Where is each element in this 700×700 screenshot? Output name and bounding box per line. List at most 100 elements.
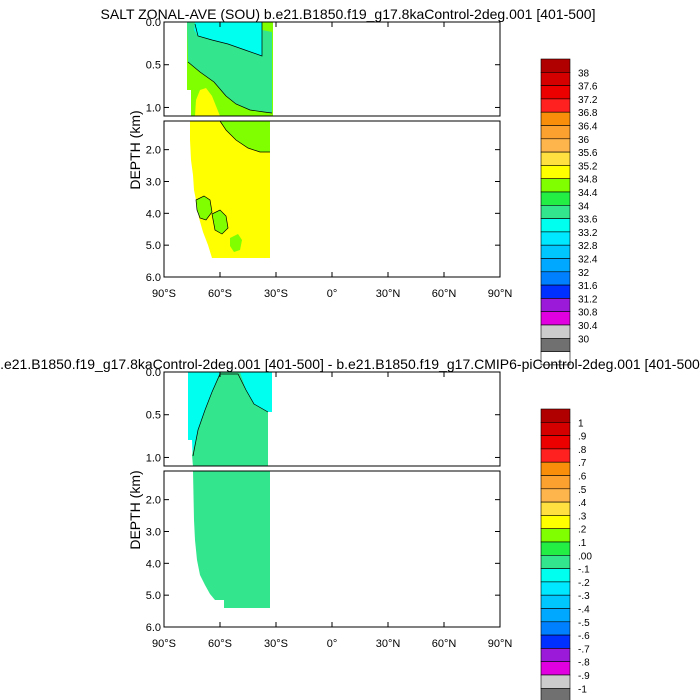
- x-tick-label: 90°S: [152, 288, 176, 300]
- y-tick-label: 0.0: [146, 17, 161, 29]
- y-tick-label: 1.0: [146, 102, 161, 114]
- y-tick-label: 0.0: [146, 367, 161, 379]
- colorbar-swatch: [540, 151, 571, 166]
- colorbar-swatch: [540, 284, 571, 299]
- panel-1-upper-field: [187, 22, 273, 116]
- colorbar-swatch: [540, 501, 571, 516]
- colorbar-label: 37.6: [578, 82, 598, 93]
- x-tick-label: 30°N: [376, 288, 401, 300]
- colorbar-label: 35.6: [578, 148, 598, 159]
- colorbar-label: .2: [578, 525, 587, 536]
- colorbar-swatch: [540, 178, 571, 193]
- colorbar-label: .9: [578, 432, 587, 443]
- colorbar-label: .8: [578, 445, 587, 456]
- colorbar-label: 36.4: [578, 122, 598, 133]
- colorbar-label: 32.8: [578, 241, 598, 252]
- p1-lower-contour-c: [211, 209, 229, 235]
- colorbar-label: -.1: [578, 565, 590, 576]
- panel-1-title: SALT ZONAL-AVE (SOU) b.e21.B1850.f19_g17…: [101, 6, 596, 22]
- colorbar-swatch: [540, 408, 571, 423]
- colorbar-swatch: [540, 311, 571, 326]
- colorbar-label: 36: [578, 135, 590, 146]
- colorbar-swatch: [540, 687, 571, 700]
- colorbar-swatch: [540, 98, 571, 113]
- x-tick-label: 0°: [327, 288, 338, 300]
- colorbar-swatch: [540, 554, 571, 569]
- colorbar-label: 34.4: [578, 188, 598, 199]
- colorbar-swatch: [540, 271, 571, 286]
- colorbar-label: 37.2: [578, 95, 598, 106]
- p1-upper-left-cut: [187, 90, 191, 116]
- colorbar-swatch: [540, 421, 571, 436]
- colorbar-swatch: [540, 231, 571, 246]
- p1-lower-green-patch-2: [212, 210, 228, 234]
- colorbar-swatch: [540, 581, 571, 596]
- colorbar-swatch: [540, 72, 571, 86]
- y-tick-label: 4.0: [146, 208, 161, 220]
- colorbar-swatch: [540, 568, 571, 583]
- y-tick-label: 5.0: [146, 590, 161, 602]
- y-tick-label: 2.0: [146, 145, 161, 157]
- y-tick-label: 0.5: [146, 410, 161, 422]
- colorbar-swatch: [540, 674, 571, 689]
- colorbar-label: .3: [578, 511, 587, 522]
- x-tick-label: 30°S: [264, 288, 288, 300]
- colorbar-label: 34: [578, 201, 590, 212]
- colorbar-swatch: [540, 475, 571, 490]
- colorbar-label: 32.4: [578, 255, 598, 266]
- panel-1-ylabel: DEPTH (km): [127, 110, 143, 189]
- x-tick-label: 90°N: [488, 638, 513, 650]
- panel-2-title: b.e21.B1850.f19_g17.8kaControl-2deg.001 …: [0, 356, 700, 372]
- y-tick-label: 3.0: [146, 526, 161, 538]
- colorbar-label: -.2: [578, 578, 590, 589]
- colorbar-swatch: [540, 515, 571, 530]
- panel-2-ylabel: DEPTH (km): [127, 470, 143, 549]
- colorbar-label: .4: [578, 498, 587, 509]
- colorbar-label: -.4: [578, 605, 590, 616]
- colorbar-label: .7: [578, 458, 587, 469]
- x-tick-label: 30°N: [376, 638, 401, 650]
- colorbar-label: 35.2: [578, 161, 598, 172]
- colorbar-swatch: [540, 58, 571, 73]
- colorbar-label: 38: [578, 68, 590, 79]
- colorbar-swatch: [540, 324, 571, 339]
- colorbar-swatch: [540, 85, 571, 100]
- p1-upper-contour-a: [194, 22, 263, 57]
- panel-2-upper-field: [188, 372, 272, 466]
- p1-lower-green-patch-3: [230, 234, 242, 252]
- colorbar-swatch: [540, 244, 571, 259]
- colorbar-label: -.8: [578, 658, 590, 669]
- panel-salinity: SALT ZONAL-AVE (SOU) b.e21.B1850.f19_g17…: [101, 6, 598, 366]
- x-tick-label: 0°: [327, 638, 338, 650]
- colorbar-swatch: [540, 111, 571, 126]
- y-tick-label: 3.0: [146, 176, 161, 188]
- p1-lower-contour-a: [219, 120, 270, 153]
- colorbar-label: 33.6: [578, 215, 598, 226]
- colorbar-swatch: [540, 541, 571, 556]
- p1-upper-contour-b: [187, 61, 273, 114]
- colorbar-swatch: [540, 125, 571, 140]
- colorbar-swatch: [540, 435, 571, 450]
- x-tick-label: 90°N: [488, 288, 513, 300]
- colorbar-label: -.6: [578, 631, 590, 642]
- y-tick-label: 5.0: [146, 240, 161, 252]
- colorbar-swatch: [540, 661, 571, 676]
- panel-1-lower-field: [190, 120, 270, 277]
- panel-2-colorbar: 1 .9 .8 .7 .6 .5 .4 .3 .2 .1 .00 -.1 -.2 -.3 -.4 -.5 -.6…: [540, 408, 592, 700]
- p1-lower-contour-b: [195, 195, 213, 221]
- colorbar-label: 32: [578, 268, 590, 279]
- colorbar-label: -.7: [578, 644, 590, 655]
- y-tick-label: 0.5: [146, 60, 161, 72]
- p2-lower-green-region: [193, 471, 270, 608]
- colorbar-label: -.9: [578, 671, 590, 682]
- colorbar-swatch: [540, 634, 571, 649]
- panel-2-lower-field: [193, 471, 270, 608]
- x-tick-label: 90°S: [152, 638, 176, 650]
- colorbar-label: 33.2: [578, 228, 598, 239]
- y-tick-label: 6.0: [146, 622, 161, 634]
- colorbar-swatch: [540, 298, 571, 312]
- p1-lower-yellow-region: [190, 121, 270, 258]
- colorbar-swatch: [540, 218, 571, 233]
- colorbar-swatch: [540, 191, 571, 206]
